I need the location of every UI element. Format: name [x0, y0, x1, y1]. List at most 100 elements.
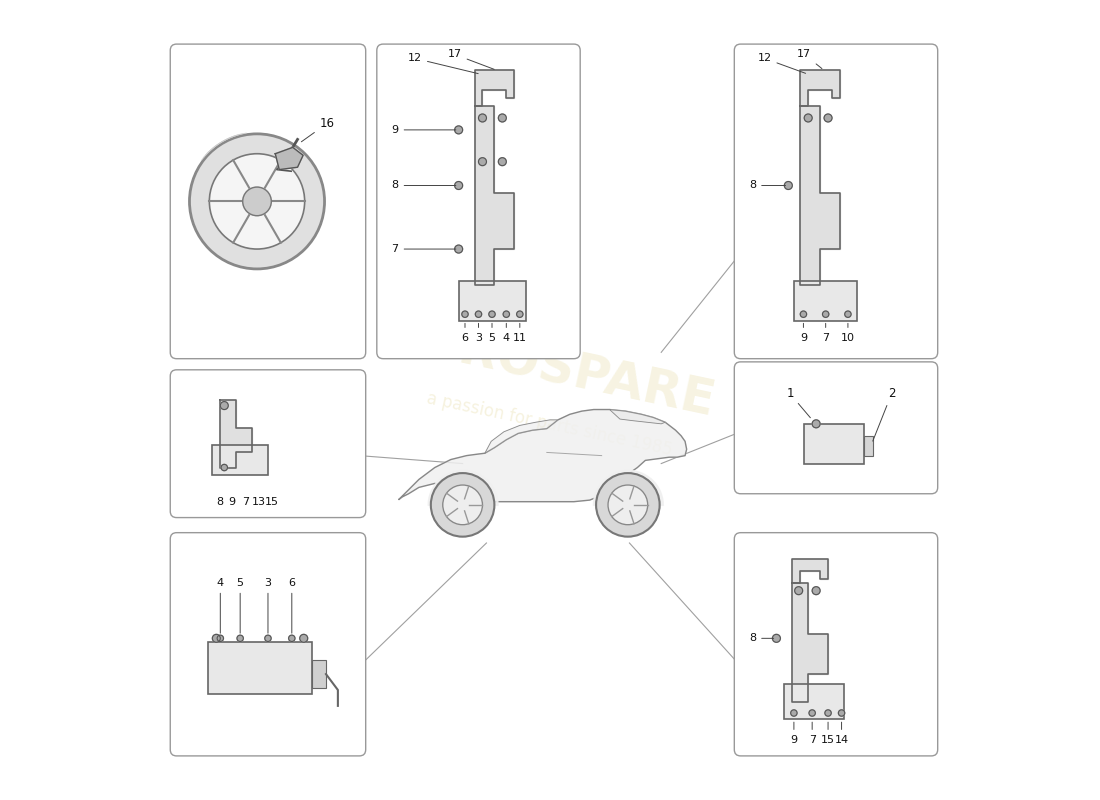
Text: 7: 7 — [808, 722, 816, 745]
Circle shape — [498, 114, 506, 122]
Circle shape — [221, 464, 228, 470]
Circle shape — [478, 158, 486, 166]
Text: 13: 13 — [252, 497, 265, 506]
Circle shape — [812, 586, 821, 594]
Circle shape — [498, 158, 506, 166]
Text: 9: 9 — [229, 497, 235, 506]
Polygon shape — [275, 147, 304, 170]
Circle shape — [608, 485, 648, 525]
Text: 8: 8 — [392, 181, 455, 190]
Circle shape — [475, 311, 482, 318]
Circle shape — [454, 245, 463, 253]
Polygon shape — [801, 70, 840, 106]
Circle shape — [808, 710, 815, 716]
Circle shape — [488, 311, 495, 318]
Text: 6: 6 — [462, 323, 469, 343]
Circle shape — [478, 114, 486, 122]
Polygon shape — [485, 420, 558, 454]
FancyBboxPatch shape — [170, 370, 365, 518]
Circle shape — [791, 710, 798, 716]
Text: 8: 8 — [749, 181, 785, 190]
Circle shape — [288, 635, 295, 642]
Bar — [864, 436, 873, 456]
Bar — [794, 281, 858, 321]
Circle shape — [209, 154, 305, 249]
Circle shape — [596, 473, 660, 537]
Text: 17: 17 — [798, 50, 822, 69]
FancyBboxPatch shape — [735, 44, 937, 358]
FancyBboxPatch shape — [170, 44, 365, 358]
Text: 15: 15 — [265, 497, 279, 506]
Circle shape — [823, 311, 829, 318]
Text: 4: 4 — [503, 323, 510, 343]
Text: 2: 2 — [872, 387, 895, 441]
Text: a passion for parts since 1985: a passion for parts since 1985 — [426, 389, 674, 458]
Circle shape — [462, 311, 469, 318]
FancyBboxPatch shape — [735, 362, 937, 494]
Text: 9: 9 — [392, 125, 455, 135]
Circle shape — [212, 634, 220, 642]
Text: 3: 3 — [264, 578, 272, 633]
Circle shape — [845, 311, 851, 318]
Text: 1: 1 — [786, 387, 811, 418]
Text: 4: 4 — [217, 578, 224, 633]
Bar — [212, 446, 268, 475]
Circle shape — [517, 311, 522, 318]
Text: 12: 12 — [408, 54, 478, 74]
Text: 3: 3 — [475, 323, 482, 343]
Polygon shape — [220, 400, 252, 467]
Text: 16: 16 — [301, 117, 334, 142]
Polygon shape — [801, 106, 840, 285]
Text: 8: 8 — [217, 497, 224, 506]
Text: 8: 8 — [749, 634, 773, 643]
Circle shape — [812, 420, 821, 428]
FancyBboxPatch shape — [735, 533, 937, 756]
Circle shape — [794, 586, 803, 594]
Circle shape — [442, 485, 483, 525]
Circle shape — [772, 634, 780, 642]
Circle shape — [265, 635, 272, 642]
Text: EUROSPARE: EUROSPARE — [381, 310, 719, 426]
Text: 17: 17 — [448, 50, 494, 70]
Circle shape — [454, 182, 463, 190]
Text: 6: 6 — [288, 578, 295, 633]
Text: 11: 11 — [513, 323, 527, 343]
Polygon shape — [474, 70, 515, 106]
Bar — [459, 281, 526, 321]
Circle shape — [824, 114, 832, 122]
Circle shape — [217, 635, 223, 642]
Circle shape — [838, 710, 845, 716]
Text: 5: 5 — [236, 578, 244, 633]
Circle shape — [243, 187, 272, 216]
Circle shape — [801, 311, 806, 318]
Circle shape — [431, 473, 494, 537]
Text: 14: 14 — [835, 722, 848, 745]
Polygon shape — [792, 582, 828, 702]
Text: 10: 10 — [840, 323, 855, 343]
Circle shape — [454, 126, 463, 134]
Text: 7: 7 — [242, 497, 250, 506]
Polygon shape — [609, 410, 666, 424]
Bar — [311, 660, 326, 687]
Bar — [784, 684, 844, 719]
Text: 15: 15 — [821, 722, 835, 745]
Circle shape — [825, 710, 832, 716]
FancyBboxPatch shape — [170, 533, 365, 756]
Circle shape — [804, 114, 812, 122]
Circle shape — [220, 402, 229, 410]
Text: 7: 7 — [392, 244, 455, 254]
Polygon shape — [399, 410, 686, 502]
Bar — [804, 424, 864, 463]
Circle shape — [236, 635, 243, 642]
Circle shape — [503, 311, 509, 318]
Text: 7: 7 — [822, 323, 829, 343]
Text: 9: 9 — [790, 722, 798, 745]
Text: 5: 5 — [488, 323, 495, 343]
Text: 12: 12 — [758, 54, 805, 74]
Circle shape — [784, 182, 792, 190]
Circle shape — [189, 134, 324, 269]
Text: 9: 9 — [800, 323, 807, 343]
Bar — [208, 642, 311, 694]
Polygon shape — [792, 559, 828, 582]
FancyBboxPatch shape — [377, 44, 580, 358]
